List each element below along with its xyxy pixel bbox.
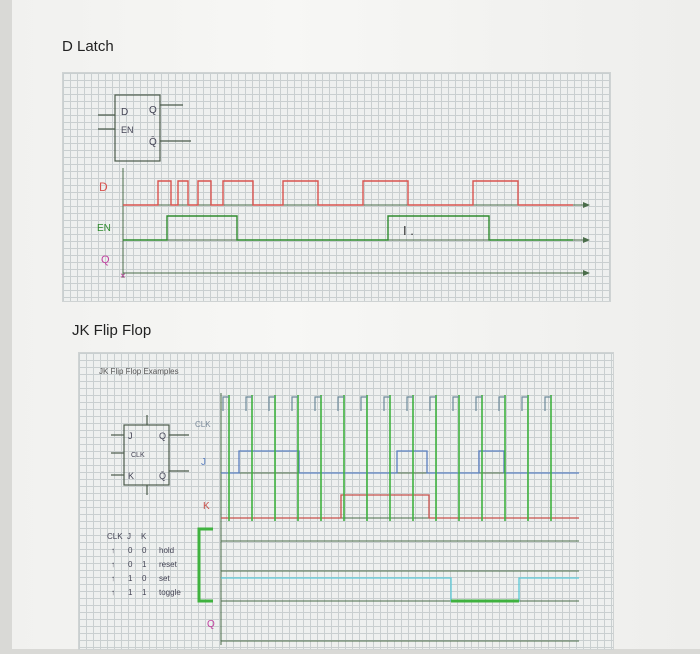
clk-pulse	[337, 396, 344, 411]
table-cell: 0	[142, 546, 147, 555]
clk-peaks	[222, 396, 551, 411]
clk-pulse	[521, 396, 528, 411]
k-pin-label: K	[128, 471, 134, 481]
table-cell: set	[159, 574, 170, 583]
worksheet-page: D Latch D EN Q Q̄ D EN Q	[12, 0, 700, 650]
jk-axes	[220, 393, 579, 645]
signal-label-en: EN	[97, 223, 111, 234]
table-cell: toggle	[159, 588, 181, 597]
table-cell: ↑	[111, 546, 115, 555]
j-pin-label: J	[128, 431, 133, 441]
table-cell: 0	[128, 560, 133, 569]
jk-truth-table: CLK J K ↑ 0 0 hold ↑ 0 1 reset ↑ 1 0 set…	[107, 532, 181, 597]
jk-grid: JK Flip Flop Examples J CLK K Q Q̄ CLK J	[78, 352, 614, 650]
clk-waveform	[228, 395, 552, 521]
clk-pulse	[475, 396, 482, 411]
table-header-clk: CLK	[107, 532, 123, 541]
clk-pulse	[314, 396, 321, 411]
table-header-j: J	[127, 532, 131, 541]
qbar-pin-label: Q̄	[149, 135, 157, 148]
signal-label-j: J	[201, 457, 206, 468]
table-cell: 0	[142, 574, 147, 583]
table-header-k: K	[141, 532, 147, 541]
en-pin-label: EN	[121, 125, 134, 135]
jk-qbar-pin-label: Q̄	[159, 471, 166, 481]
clk-pulse	[498, 396, 505, 411]
jk-timing-diagram: J CLK K Q Q̄ CLK J K ↑ 0 0 hold ↑ 0 1 re…	[107, 393, 579, 645]
signal-label-clk: CLK	[195, 420, 211, 429]
table-cell: reset	[159, 560, 178, 569]
clk-pulse	[268, 396, 275, 411]
table-cell: 1	[128, 574, 133, 583]
table-cell: 1	[128, 588, 133, 597]
j-waveform	[221, 450, 579, 474]
clk-pulse	[245, 396, 252, 411]
table-cell: 1	[142, 560, 147, 569]
cursor-annotation: I .	[403, 223, 414, 238]
clk-pulse	[291, 396, 298, 411]
clk-pulse	[383, 396, 390, 411]
q-pin-label: Q	[149, 105, 157, 116]
jk-subtitle: JK Flip Flop Examples	[99, 367, 179, 376]
table-cell: ↑	[111, 588, 115, 597]
table-cell: hold	[159, 546, 174, 555]
d-latch-timing-diagram: D EN Q Q̄ D EN Q × I .	[97, 94, 590, 282]
clk-pin-label: CLK	[131, 452, 145, 459]
d-axis-arrow	[583, 202, 590, 208]
signal-label-d: D	[99, 180, 108, 194]
d-latch-title: D Latch	[62, 38, 114, 55]
q-bracket	[197, 527, 213, 603]
d-waveform	[123, 180, 573, 206]
table-cell: 0	[128, 546, 133, 555]
q-origin-mark: ×	[120, 271, 126, 282]
clk-pulse	[544, 396, 551, 411]
clk-pulse	[406, 396, 413, 411]
signal-label-q-jk: Q	[207, 619, 215, 630]
clk-pulse	[360, 396, 367, 411]
d-latch-axes	[122, 168, 583, 278]
signal-label-k: K	[203, 501, 210, 512]
jk-title: JK Flip Flop	[72, 322, 152, 339]
d-latch-grid: D EN Q Q̄ D EN Q × I .	[62, 72, 611, 302]
d-latch-symbol	[98, 94, 191, 162]
d-pin-label: D	[121, 107, 128, 118]
jk-symbol	[111, 415, 189, 495]
q-axis-arrow	[583, 270, 590, 276]
signal-label-q: Q	[101, 254, 110, 266]
clk-pulse	[222, 396, 229, 411]
q-waveform	[221, 577, 579, 602]
table-cell: 1	[142, 588, 147, 597]
table-cell: ↑	[111, 560, 115, 569]
table-cell: ↑	[111, 574, 115, 583]
jk-q-pin-label: Q	[159, 431, 166, 441]
clk-pulse	[429, 396, 436, 411]
en-waveform	[123, 215, 573, 241]
en-axis-arrow	[583, 237, 590, 243]
clk-pulse	[452, 396, 459, 411]
